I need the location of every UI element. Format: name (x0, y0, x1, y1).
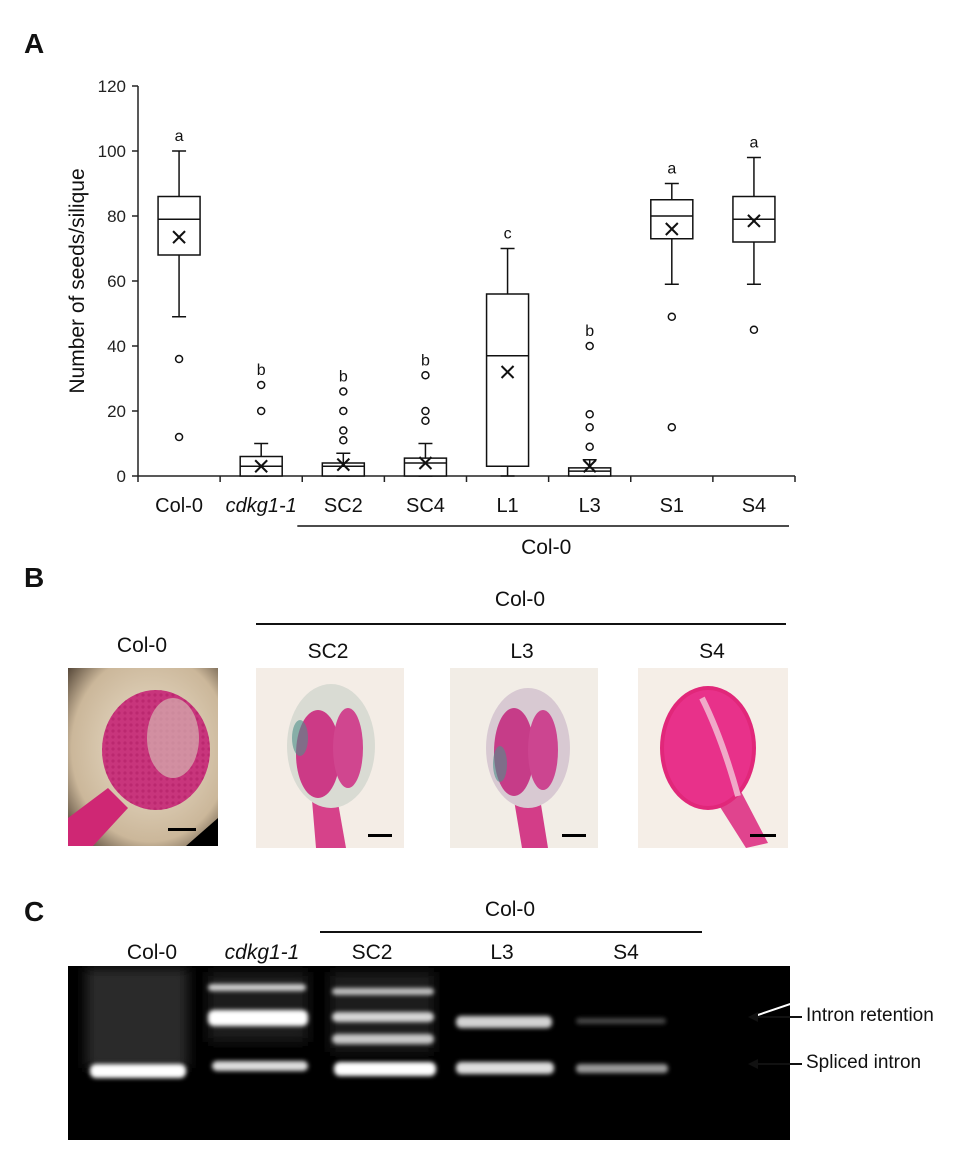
outlier-point (749, 325, 759, 334)
lane-label-s4: S4 (613, 941, 639, 964)
lane-label-sc2: SC2 (351, 941, 393, 964)
x-tick-label: S4 (742, 495, 766, 517)
panel-c-group-label: Col-0 (484, 898, 536, 921)
outlier-point (174, 432, 184, 442)
outlier-point (585, 423, 594, 432)
outlier-point (174, 354, 184, 364)
band-col0-spliced (90, 1064, 186, 1078)
significance-letter: a (749, 135, 758, 152)
outlier-point (339, 426, 348, 435)
outlier-point (339, 406, 348, 416)
group-label: Col-0 (521, 536, 571, 559)
significance-letter: b (339, 369, 348, 386)
spliced-intron-label: Spliced intron (806, 1052, 922, 1073)
panel-b-group-label: Col-0 (494, 588, 546, 611)
x-tick-label: S1 (660, 495, 684, 517)
image-label-s4: S4 (699, 640, 725, 663)
mean-marker (582, 459, 597, 473)
outlier-point (421, 371, 430, 380)
mean-marker (418, 456, 433, 470)
image-label-l3: L3 (510, 640, 534, 663)
outlier-point (256, 406, 266, 416)
outlier-point (256, 380, 266, 390)
y-tick-label: 20 (107, 402, 126, 421)
y-axis-label: Number of seeds/silique (66, 168, 89, 393)
mean-marker (747, 214, 761, 228)
mean-marker (500, 365, 515, 379)
band-sc2-retention (332, 1012, 434, 1022)
box (650, 199, 694, 240)
y-tick-label: 120 (98, 77, 126, 96)
mean-marker (665, 222, 679, 236)
y-tick-label: 60 (107, 272, 126, 291)
x-tick-label: L3 (579, 495, 601, 517)
panel-b-group-line (256, 623, 786, 625)
band-s4-spliced (576, 1064, 668, 1073)
x-tick-label: SC2 (324, 495, 363, 517)
micrograph-sc2 (256, 668, 404, 848)
gel-image (68, 966, 790, 1140)
lane-label-l3: L3 (490, 941, 514, 964)
arrow-head-spliced-intron (748, 1059, 758, 1069)
y-tick-label: 100 (98, 142, 126, 161)
panel-c-group-line (320, 931, 702, 933)
panel-letter-a: A (24, 28, 45, 59)
band-arrows (751, 1000, 803, 1018)
outlier-point (421, 406, 430, 416)
band-cdkg1-1-spliced (212, 1061, 308, 1071)
image-label-sc2: SC2 (307, 640, 349, 663)
significance-letter: b (257, 362, 266, 379)
significance-letter: b (421, 352, 430, 369)
micrograph-s4 (638, 668, 788, 848)
lane-label-cdkg1-1: cdkg1-1 (224, 941, 300, 964)
y-tick-label: 0 (117, 467, 126, 486)
outlier-point (421, 416, 430, 425)
outlier-point (585, 442, 594, 451)
box (403, 457, 448, 477)
band-cdkg1-1-retention (208, 1010, 308, 1026)
significance-letter: b (585, 323, 594, 340)
x-tick-label: Col-0 (155, 495, 203, 517)
lane-label-col0: Col-0 (126, 941, 178, 964)
x-tick-label: cdkg1-1 (226, 495, 297, 517)
box-plot: 0 20 40 60 80 100 120 Number of seeds/silique Co… (66, 77, 796, 559)
outlier-point (667, 423, 677, 432)
outlier-point (667, 312, 677, 321)
mean-marker (172, 230, 186, 244)
band-sc2-spliced (334, 1062, 436, 1076)
band-l3-spliced (456, 1062, 554, 1074)
outlier-point (585, 410, 594, 419)
panel-letter-b: B (24, 562, 45, 593)
significance-letter: c (504, 226, 512, 243)
outlier-point (339, 387, 348, 396)
box (567, 467, 612, 477)
outlier-point (339, 436, 348, 445)
x-tick-label: SC4 (406, 495, 445, 517)
significance-letter: a (175, 128, 184, 145)
band-l3-retention (456, 1016, 552, 1028)
y-tick-label: 40 (107, 337, 126, 356)
image-label-col0: Col-0 (116, 634, 168, 657)
arrow-head-intron-retention (748, 1012, 758, 1022)
panel-letter-c: C (24, 896, 45, 927)
box (485, 293, 530, 467)
outlier-point (585, 341, 594, 351)
box (157, 195, 201, 256)
micrograph-col0 (68, 668, 218, 846)
intron-retention-label: Intron retention (806, 1005, 934, 1026)
significance-letter: a (667, 161, 676, 178)
y-tick-label: 80 (107, 207, 126, 226)
mean-marker (254, 459, 268, 473)
micrograph-l3 (450, 668, 598, 848)
x-tick-label: L1 (496, 495, 518, 517)
mean-marker (336, 457, 351, 472)
